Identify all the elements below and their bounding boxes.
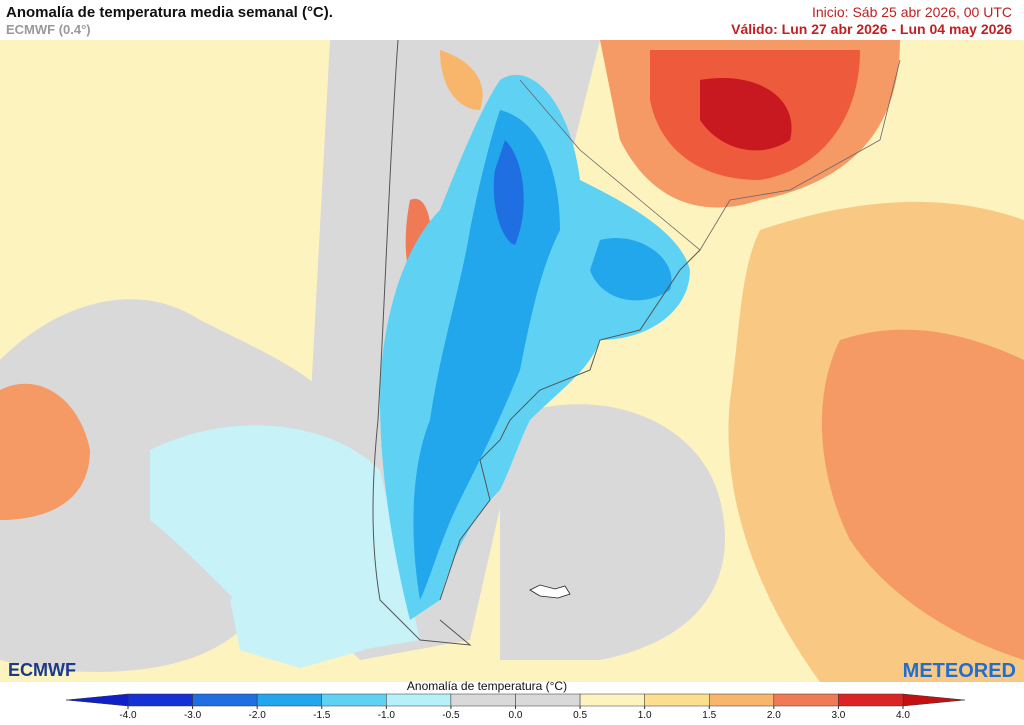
tick-label: -0.5 [442,710,460,720]
colorbar-title: Anomalía de temperatura (°C) [407,679,567,693]
tick-label: 2.0 [767,710,781,720]
color-segment [450,693,516,707]
tick-label: -2.0 [249,710,267,720]
tick-label: -1.0 [378,710,396,720]
valid-range: Válido: Lun 27 abr 2026 - Lun 04 may 202… [731,21,1012,37]
tick-label: 3.0 [831,710,845,720]
tick-label: 1.0 [638,710,652,720]
color-segment [709,693,775,707]
color-segment [386,693,452,707]
color-segment [256,693,322,707]
tick-label: -1.5 [313,710,331,720]
color-segment [579,693,645,707]
color-segment [515,693,581,707]
tick-label: 4.0 [896,710,910,720]
tick-label: 0.0 [509,710,523,720]
color-segment [321,693,387,707]
tick-label: 1.5 [702,710,716,720]
color-segment [127,693,193,707]
logo-meteored: METEORED [903,660,1016,682]
logo-ecmwf: ECMWF [8,660,76,680]
model: ECMWF (0.4°) [6,22,91,37]
start-date: Inicio: Sáb 25 abr 2026, 00 UTC [812,4,1012,20]
map [0,39,1024,683]
color-segment [773,693,839,707]
colorbar: -4.0 -3.0 -2.0 -1.5 -1.0 -0.5 0.0 0.5 1.0 1.5 2.0 3… [65,693,966,721]
color-segment [192,693,258,707]
tick-label: 0.5 [573,710,587,720]
tick-label: -3.0 [184,710,202,720]
tick-label: -4.0 [119,710,137,720]
color-segment [838,693,904,707]
title: Anomalía de temperatura media semanal (°… [6,4,333,21]
color-segment [644,693,710,707]
